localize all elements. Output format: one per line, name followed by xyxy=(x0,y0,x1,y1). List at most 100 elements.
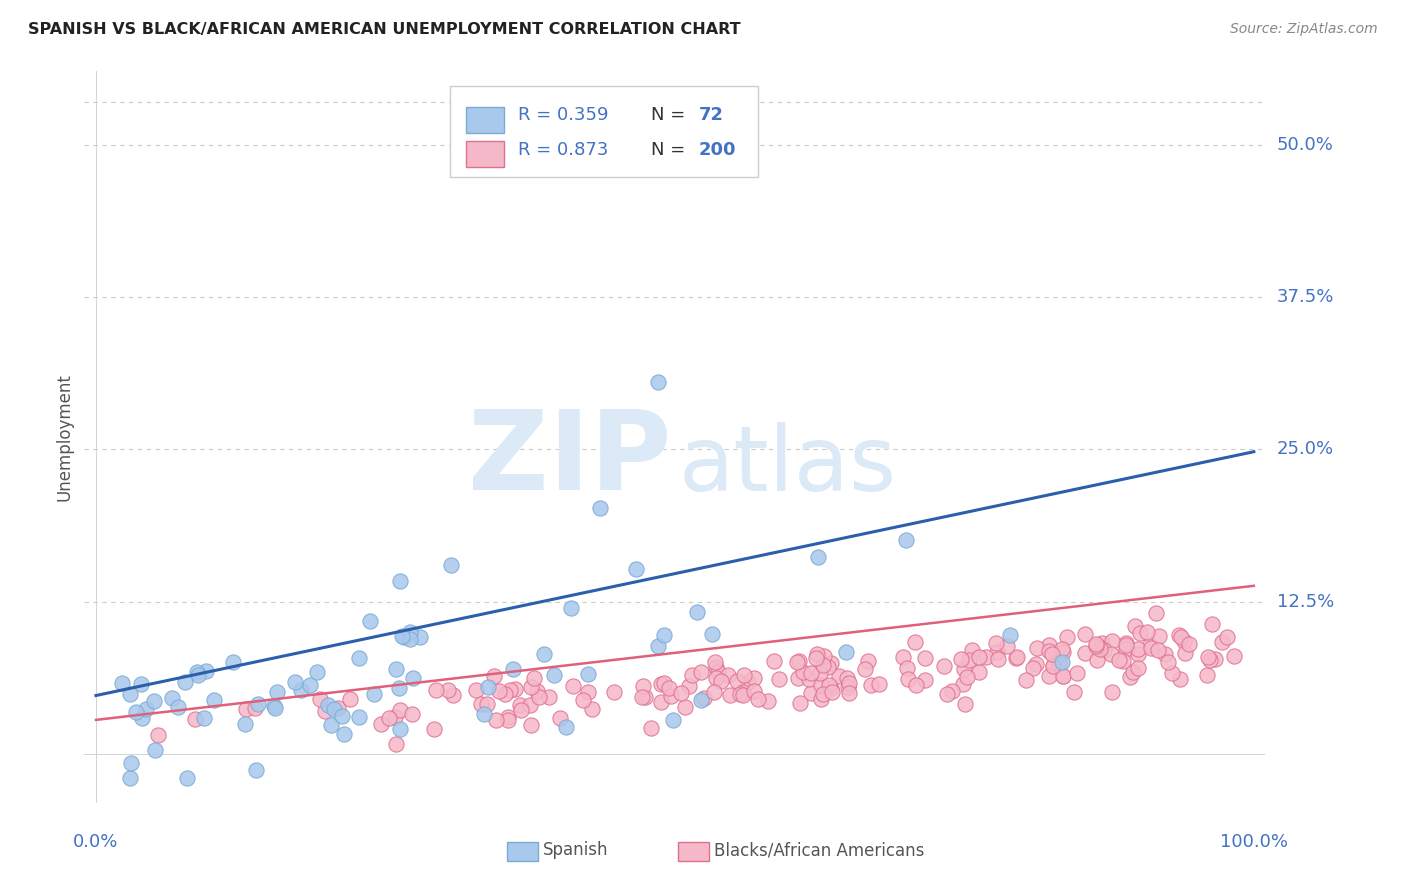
Point xyxy=(936,654,959,668)
Point xyxy=(1195,625,1218,640)
Text: SPANISH VS BLACK/AFRICAN AMERICAN UNEMPLOYMENT CORRELATION CHART: SPANISH VS BLACK/AFRICAN AMERICAN UNEMPL… xyxy=(28,22,741,37)
Point xyxy=(560,523,582,537)
Point xyxy=(402,631,425,645)
Point xyxy=(167,675,190,690)
Point xyxy=(1112,603,1135,617)
Point xyxy=(678,642,700,657)
Point xyxy=(1160,623,1182,637)
Point xyxy=(631,642,654,657)
Point xyxy=(995,581,1018,595)
Point xyxy=(652,564,675,578)
Point xyxy=(1085,578,1108,592)
Point xyxy=(1177,578,1199,592)
Point xyxy=(576,651,599,665)
Point xyxy=(388,481,411,495)
Point xyxy=(897,632,920,647)
Point xyxy=(1198,601,1220,615)
Point xyxy=(821,651,844,665)
Point xyxy=(905,640,928,655)
Point xyxy=(671,653,693,667)
Point xyxy=(465,648,488,663)
Point xyxy=(820,607,842,621)
Text: N =: N = xyxy=(651,106,692,124)
Text: 50.0%: 50.0% xyxy=(1277,136,1333,153)
Point xyxy=(914,632,936,647)
Point xyxy=(634,660,657,674)
Point xyxy=(488,649,510,664)
Point xyxy=(222,606,245,620)
Point xyxy=(120,655,142,669)
Text: 72: 72 xyxy=(699,106,724,124)
Point xyxy=(384,690,406,705)
Point xyxy=(1074,563,1097,577)
Point xyxy=(957,602,980,616)
Point xyxy=(425,648,447,663)
Point xyxy=(533,593,555,607)
Point xyxy=(1052,627,1074,641)
Point xyxy=(998,564,1021,578)
Point xyxy=(733,657,755,671)
Point xyxy=(527,658,550,673)
Point xyxy=(838,653,860,667)
Point xyxy=(339,662,361,676)
Text: 100.0%: 100.0% xyxy=(1220,833,1288,851)
Point xyxy=(509,672,531,686)
Point xyxy=(704,613,727,627)
Point xyxy=(1091,576,1114,591)
Point xyxy=(703,652,725,666)
FancyBboxPatch shape xyxy=(508,841,538,861)
Point xyxy=(818,641,841,656)
FancyBboxPatch shape xyxy=(465,107,503,133)
Point xyxy=(385,731,408,746)
Point xyxy=(725,635,748,649)
Point xyxy=(647,174,669,188)
Point xyxy=(792,621,814,635)
Point xyxy=(1128,593,1150,607)
Text: 25.0%: 25.0% xyxy=(1277,441,1334,458)
Point xyxy=(264,677,287,691)
Text: 200: 200 xyxy=(699,141,735,159)
Point xyxy=(235,701,257,715)
Point xyxy=(1085,603,1108,617)
Point xyxy=(347,599,370,614)
Point xyxy=(1144,530,1167,544)
Point xyxy=(554,705,576,719)
Point xyxy=(733,624,755,639)
Point xyxy=(703,605,725,619)
Point xyxy=(624,463,647,477)
Point xyxy=(581,678,603,692)
Point xyxy=(810,641,832,656)
Point xyxy=(1091,584,1114,599)
Point xyxy=(984,576,1007,591)
Point xyxy=(986,590,1008,604)
Point xyxy=(904,575,927,590)
Point xyxy=(1026,583,1049,598)
Text: R = 0.359: R = 0.359 xyxy=(517,106,609,124)
Point xyxy=(1042,611,1064,625)
Point xyxy=(470,671,492,685)
Text: R = 0.873: R = 0.873 xyxy=(517,141,609,159)
Point xyxy=(389,679,412,693)
Point xyxy=(859,640,882,655)
Point xyxy=(787,605,810,619)
Point xyxy=(378,691,401,706)
Point xyxy=(675,675,697,690)
Point xyxy=(1115,585,1137,599)
Point xyxy=(384,616,406,631)
Point xyxy=(731,652,754,666)
Point xyxy=(1014,633,1036,648)
Point xyxy=(523,630,546,644)
Point xyxy=(316,672,339,686)
Point xyxy=(503,647,526,661)
Point xyxy=(789,668,811,682)
Point xyxy=(1038,579,1060,593)
Point xyxy=(520,703,543,717)
Point xyxy=(129,639,152,653)
Point xyxy=(707,620,730,634)
Point xyxy=(896,615,918,630)
Point xyxy=(477,670,499,684)
Point xyxy=(709,634,731,648)
Point xyxy=(1201,547,1223,561)
Point xyxy=(1157,606,1180,620)
Point xyxy=(827,628,849,642)
